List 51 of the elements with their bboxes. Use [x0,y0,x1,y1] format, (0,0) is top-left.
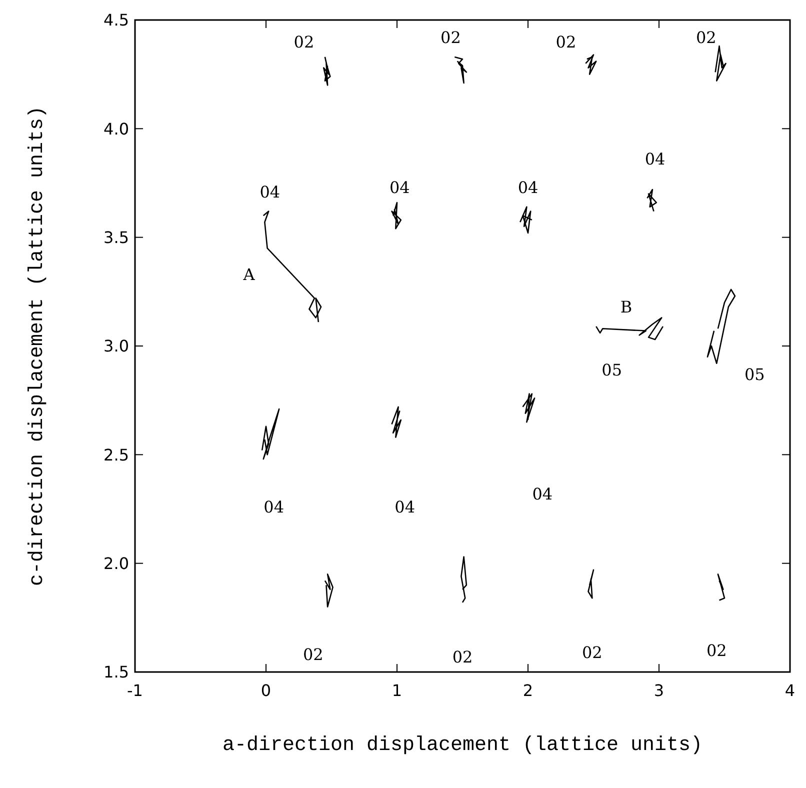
line-series [519,206,533,234]
y-tick-label: 4.0 [104,119,129,138]
x-tick-label: 0 [260,681,272,700]
y-tick-label: 4.5 [104,10,129,30]
y-tick-label: 2.5 [104,445,129,464]
annotation: 05 [602,360,622,380]
annotation: 02 [294,32,314,52]
line-series [261,408,280,460]
annotation: 02 [696,28,716,47]
line-series [391,202,402,230]
line-series [588,569,594,599]
x-tick-label: 4 [784,681,796,700]
y-tick-label: 3.0 [104,336,129,356]
x-tick-label: -1 [127,681,143,700]
annotation: 04 [264,497,284,516]
annotation: A [242,264,256,284]
y-tick-label: 2.0 [104,554,129,573]
annotation: 02 [440,28,461,47]
line-series [262,210,322,323]
annotation: 02 [452,647,473,666]
x-tick-label: 1 [392,681,402,700]
annotation: 04 [532,484,553,504]
annotation: 04 [260,182,280,202]
annotation: 04 [394,497,416,516]
annotation: 02 [582,643,602,662]
annotation: 04 [644,150,666,169]
line-series [714,45,726,82]
line-series [460,556,468,604]
x-tick-label: 2 [522,681,534,700]
y-tick-label: 3.5 [104,228,129,247]
line-series [706,288,736,364]
annotation: B [620,297,632,316]
line-series [324,574,334,608]
x-tick-label: 3 [654,681,664,700]
annotation: 04 [518,178,538,197]
line-series [717,574,726,601]
annotation: 05 [744,364,765,384]
annotation: 02 [556,32,576,52]
line-series [646,188,658,212]
x-axis-title: a-direction displacement (lattice units) [222,734,703,757]
line-series [522,393,536,423]
annotation: 04 [389,178,410,197]
line-series [595,317,664,340]
line-series [322,56,331,86]
y-axis-title: c-direction displacement (lattice units) [26,106,49,586]
line-series [584,54,597,75]
annotation: 02 [706,640,727,660]
line-series [391,406,402,438]
line-series [454,56,468,84]
y-tick-label: 1.5 [104,662,129,682]
annotation: 02 [302,645,324,664]
